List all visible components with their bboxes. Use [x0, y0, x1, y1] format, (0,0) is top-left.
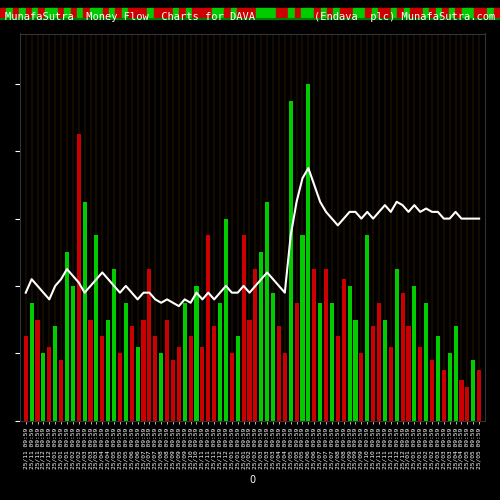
Bar — [153, 336, 158, 420]
Bar — [171, 360, 175, 420]
Bar — [88, 320, 92, 420]
Bar — [254, 269, 258, 420]
Bar — [148, 269, 152, 420]
Text: MunafaSutra  Money Flow  Charts for DAVA: MunafaSutra Money Flow Charts for DAVA — [5, 12, 255, 22]
Bar — [82, 202, 86, 420]
Bar — [194, 286, 198, 420]
Bar — [59, 360, 63, 420]
Bar — [466, 387, 469, 420]
Bar — [136, 346, 140, 420]
Bar — [294, 303, 298, 420]
Bar — [330, 303, 334, 420]
Bar — [224, 218, 228, 420]
Bar — [248, 320, 252, 420]
Bar — [448, 353, 452, 420]
Bar — [182, 303, 187, 420]
Bar — [360, 353, 364, 420]
Bar — [53, 326, 57, 420]
Bar — [365, 236, 370, 420]
Bar — [418, 346, 422, 420]
Bar — [471, 360, 476, 420]
Bar — [394, 269, 398, 420]
Bar — [206, 236, 210, 420]
Bar — [76, 134, 81, 420]
Bar — [212, 326, 216, 420]
Bar — [71, 286, 75, 420]
Bar — [200, 346, 204, 420]
Bar — [454, 326, 458, 420]
Bar — [230, 353, 234, 420]
Bar — [47, 346, 52, 420]
Bar — [188, 336, 192, 420]
Bar — [159, 353, 163, 420]
Bar — [377, 303, 381, 420]
Bar — [24, 336, 28, 420]
Bar — [112, 269, 116, 420]
Bar — [354, 320, 358, 420]
Bar — [118, 353, 122, 420]
Bar — [100, 336, 104, 420]
X-axis label: 0: 0 — [250, 475, 256, 485]
Bar — [242, 236, 246, 420]
Bar — [124, 303, 128, 420]
Bar — [165, 320, 169, 420]
Bar — [324, 269, 328, 420]
Bar — [383, 320, 387, 420]
Bar — [277, 326, 281, 420]
Bar — [288, 101, 293, 420]
Bar — [430, 360, 434, 420]
Bar — [400, 292, 404, 420]
Bar — [348, 286, 352, 420]
Bar — [177, 346, 181, 420]
Bar — [406, 326, 410, 420]
Bar — [412, 286, 416, 420]
Bar — [300, 236, 304, 420]
Bar — [388, 346, 393, 420]
Bar — [312, 269, 316, 420]
Bar — [65, 252, 69, 420]
Bar — [436, 336, 440, 420]
Bar — [424, 303, 428, 420]
Bar — [265, 202, 269, 420]
Bar — [306, 84, 310, 420]
Bar — [371, 326, 375, 420]
Bar — [142, 320, 146, 420]
Bar — [42, 353, 46, 420]
Bar — [336, 336, 340, 420]
Bar — [259, 252, 264, 420]
Bar — [106, 320, 110, 420]
Bar — [460, 380, 464, 420]
Bar — [30, 303, 34, 420]
Bar — [218, 303, 222, 420]
Bar — [94, 236, 98, 420]
Bar — [271, 292, 275, 420]
Bar — [442, 370, 446, 420]
Bar — [36, 320, 40, 420]
Bar — [283, 353, 287, 420]
Bar — [318, 303, 322, 420]
Bar — [477, 370, 481, 420]
Text: (Endava  plc) MunafaSutra.com: (Endava plc) MunafaSutra.com — [314, 12, 495, 22]
Bar — [130, 326, 134, 420]
Bar — [236, 336, 240, 420]
Bar — [342, 279, 346, 420]
